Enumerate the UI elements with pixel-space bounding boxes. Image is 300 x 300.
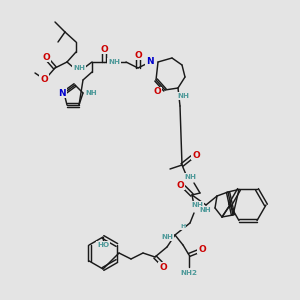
Text: O: O (153, 88, 161, 97)
Text: NH: NH (73, 65, 85, 71)
Text: NH2: NH2 (181, 270, 197, 276)
Text: NH: NH (177, 93, 189, 99)
Text: HO: HO (97, 242, 109, 248)
Text: O: O (198, 244, 206, 253)
Text: N: N (146, 58, 154, 67)
Text: NH: NH (161, 234, 173, 240)
Text: O: O (192, 151, 200, 160)
Text: O: O (100, 44, 108, 53)
Text: NH: NH (200, 207, 211, 213)
Text: NH: NH (184, 174, 196, 180)
Text: NH: NH (191, 202, 203, 208)
Text: O: O (134, 50, 142, 59)
Text: O: O (42, 52, 50, 62)
Text: O: O (40, 74, 48, 83)
Text: H: H (180, 224, 186, 230)
Text: O: O (159, 262, 167, 272)
Text: O: O (176, 181, 184, 190)
Text: NH: NH (85, 90, 97, 96)
Text: NH: NH (108, 59, 120, 65)
Text: N: N (58, 88, 66, 98)
